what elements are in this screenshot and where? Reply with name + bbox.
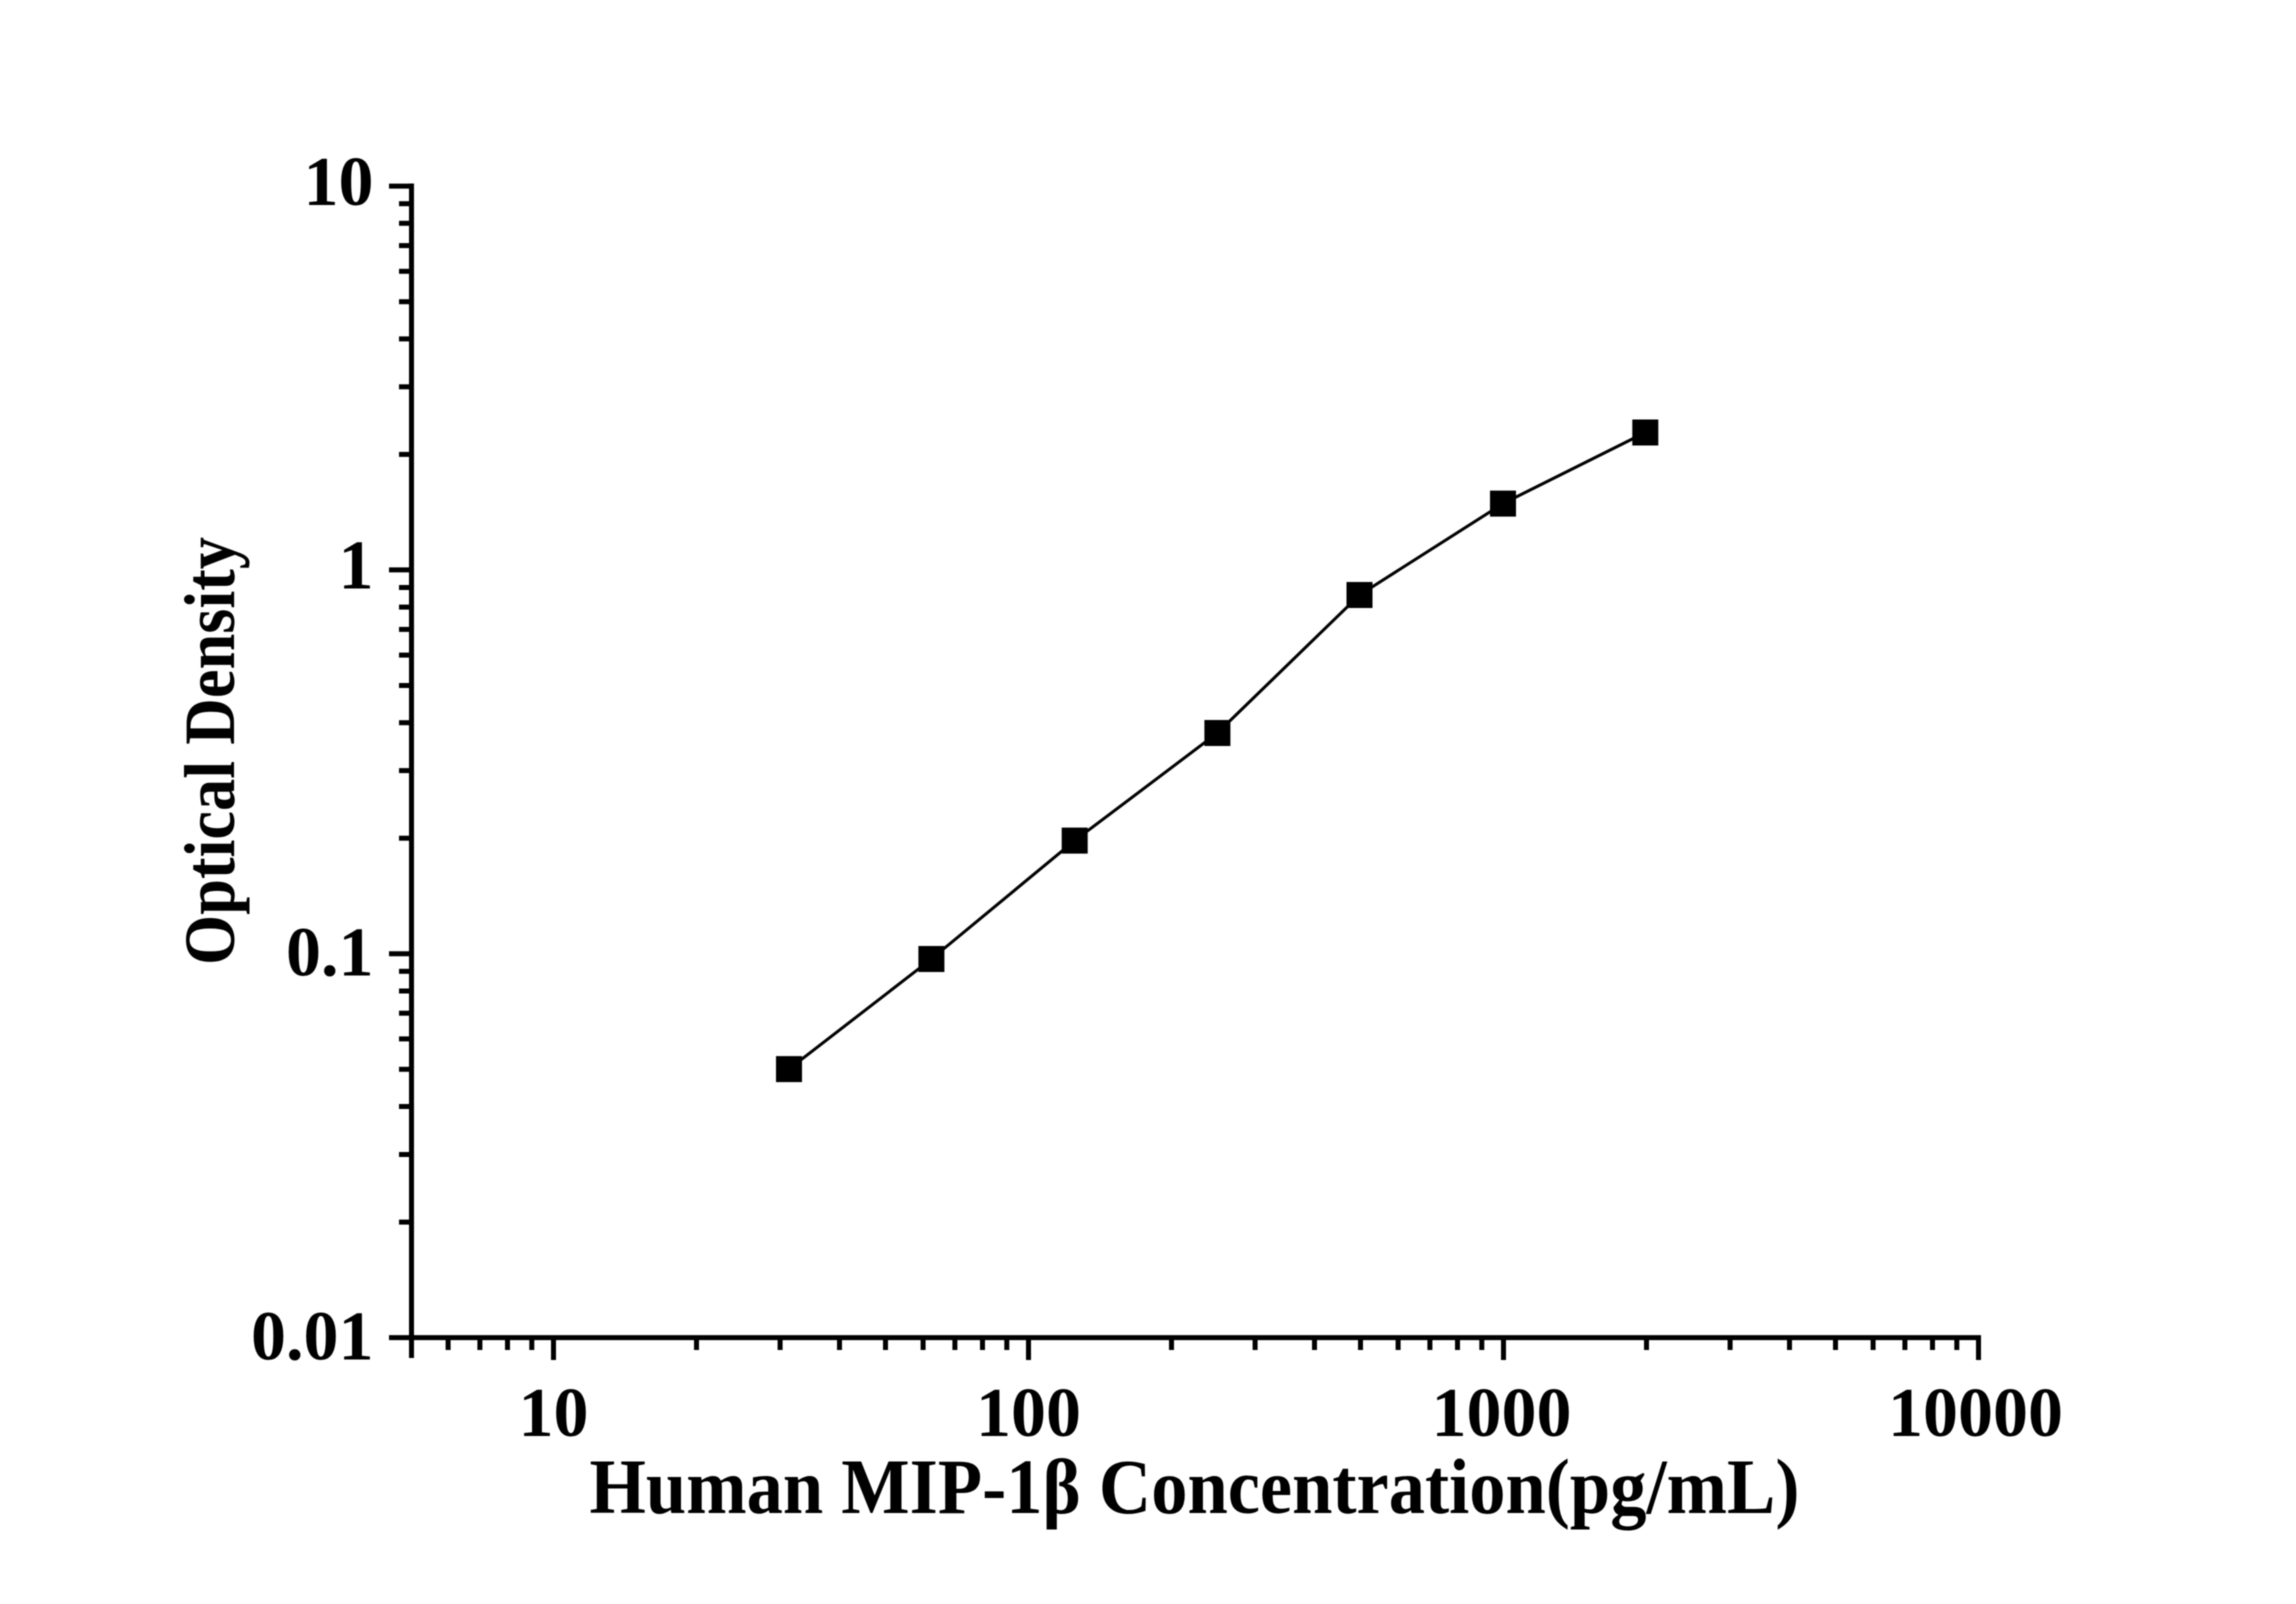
svg-text:100: 100 [976,1375,1081,1452]
svg-text:Optical Density: Optical Density [170,537,250,965]
svg-text:10: 10 [304,144,374,221]
svg-text:10000: 10000 [1888,1375,2063,1452]
svg-text:1000: 1000 [1432,1375,1572,1452]
svg-text:0.1: 0.1 [286,915,374,992]
svg-text:1: 1 [339,528,374,605]
svg-text:Human MIP-1β Concentration(pg/: Human MIP-1β Concentration(pg/mL) [590,1443,1800,1530]
svg-text:0.01: 0.01 [251,1299,374,1376]
svg-text:10: 10 [519,1375,589,1452]
